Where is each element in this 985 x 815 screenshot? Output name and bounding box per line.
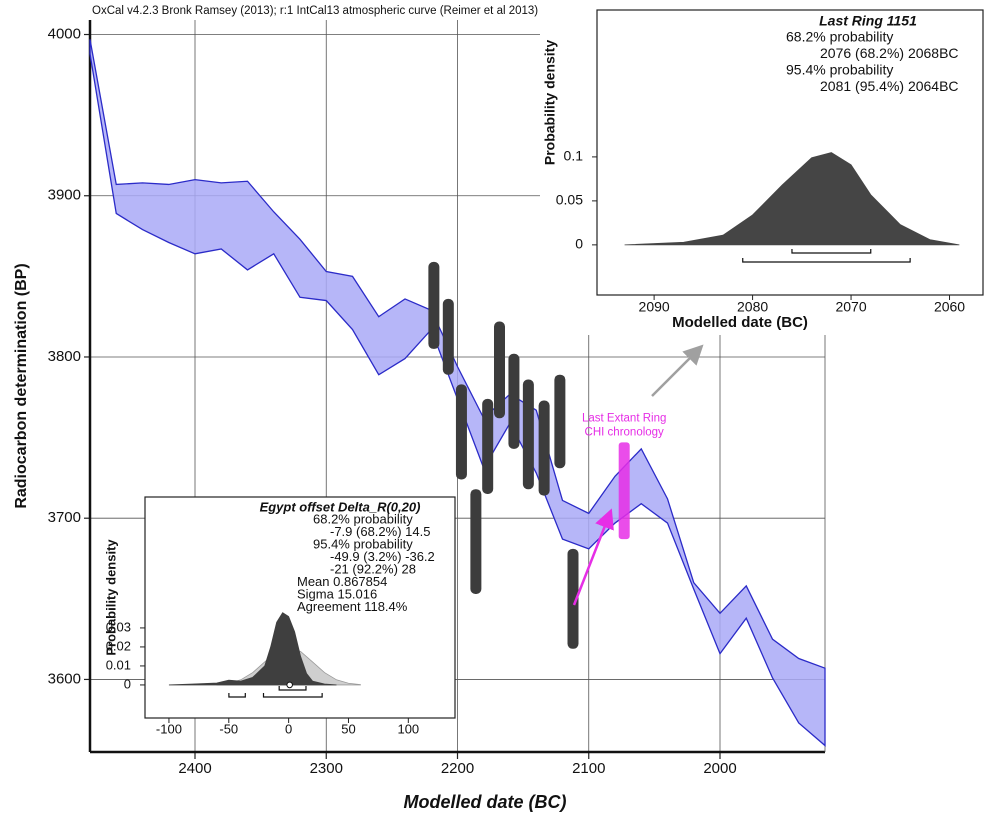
- x-tick-label: 2070: [835, 299, 866, 315]
- y-tick-label: 3900: [48, 187, 81, 204]
- x-tick-label: 2400: [178, 760, 211, 777]
- x-tick-label: 50: [341, 721, 355, 736]
- range-bracket: [262, 693, 323, 698]
- inset-text: Agreement 118.4%: [297, 599, 408, 614]
- y-axis-label: Probability density: [103, 539, 118, 656]
- inset-pointer-arrow: [651, 344, 704, 397]
- x-tick-label: 100: [397, 721, 419, 736]
- inset-text: 95.4% probability: [313, 536, 413, 551]
- x-axis-label: Modelled date (BC): [672, 314, 808, 331]
- inset-text: -7.9 (68.2%) 14.5: [330, 524, 430, 539]
- inset-text: 68.2% probability: [786, 29, 893, 45]
- annotation-arrow: [572, 508, 614, 606]
- radiocarbon-date: [538, 400, 550, 496]
- inset-text: -49.9 (3.2%) -36.2: [330, 549, 435, 564]
- inset-frame: [596, 9, 984, 296]
- inset-text: 95.4% probability: [786, 62, 893, 78]
- inset-text: Mean 0.867854: [297, 574, 387, 589]
- inset-title: Egypt offset Delta_R(0,20): [260, 499, 421, 514]
- inset-text: 2081 (95.4%) 2064BC: [820, 78, 959, 94]
- x-tick-label: 2200: [441, 760, 474, 777]
- radiocarbon-date: [470, 489, 482, 594]
- y-axis-label: Radiocarbon determination (BP): [13, 263, 30, 508]
- inset-text: -21 (92.2%) 28: [330, 561, 416, 576]
- x-tick-label: 2090: [639, 299, 670, 315]
- y-tick-label: 0.02: [106, 638, 131, 653]
- x-tick-label: 0: [285, 721, 292, 736]
- y-tick-label: 0.05: [556, 192, 583, 208]
- range-bracket: [228, 693, 246, 698]
- x-tick-label: 2100: [572, 760, 605, 777]
- inset-text: 68.2% probability: [313, 511, 413, 526]
- annotation-label: CHI chronology: [585, 426, 665, 438]
- x-axis-label: Modelled date (BC): [403, 792, 566, 812]
- radiocarbon-date: [442, 298, 454, 375]
- radiocarbon-date: [494, 321, 505, 419]
- inset-chart: -100 -50 0 50 100 0 0.01 0.02 0.03 Egypt offset D…: [103, 496, 456, 736]
- y-tick-label: 0.03: [106, 619, 131, 634]
- y-tick-label: 3600: [48, 670, 81, 687]
- x-tick-label: 2300: [310, 760, 343, 777]
- density-area: [168, 612, 337, 686]
- y-tick-label: 0: [124, 676, 131, 691]
- radiocarbon-date: [522, 379, 534, 490]
- inset-text: 2076 (68.2%) 2068BC: [820, 45, 959, 61]
- y-tick-label: 4000: [48, 25, 81, 42]
- annotation-bar: [618, 442, 630, 540]
- range-bracket: [791, 249, 872, 254]
- chart-title: OxCal v4.2.3 Bronk Ramsey (2013); r:1 In…: [92, 5, 538, 17]
- x-tick-label: 2080: [737, 299, 768, 315]
- range-bracket: [278, 686, 307, 691]
- y-tick-label: 0.01: [106, 657, 131, 672]
- radiocarbon-date: [455, 384, 467, 480]
- mean-marker: [286, 681, 293, 689]
- x-tick-label: -100: [156, 721, 182, 736]
- radiocarbon-date: [567, 548, 579, 649]
- x-tick-label: 2000: [703, 760, 736, 777]
- radiocarbon-date: [482, 398, 494, 495]
- density-area: [624, 152, 960, 246]
- radiocarbon-date: [428, 261, 440, 349]
- y-axis-label: Probability density: [542, 40, 558, 165]
- y-tick-label: 0.1: [564, 148, 584, 164]
- y-tick-label: 3700: [48, 509, 81, 526]
- y-tick-label: 3800: [48, 348, 81, 365]
- inset-chart: 2090 2080 2070 2060 0 0.05 0.1 Last Ring 115168…: [540, 0, 985, 335]
- inset-title: Last Ring 1151: [819, 13, 917, 29]
- x-tick-label: 2060: [934, 299, 965, 315]
- radiocarbon-date: [554, 374, 566, 469]
- x-tick-label: -50: [219, 721, 238, 736]
- range-bracket: [742, 258, 911, 263]
- annotation-label: Last Extant Ring: [582, 412, 666, 424]
- y-tick-label: 0: [575, 236, 583, 252]
- inset-text: Sigma 15.016: [297, 586, 377, 601]
- radiocarbon-date: [508, 353, 520, 449]
